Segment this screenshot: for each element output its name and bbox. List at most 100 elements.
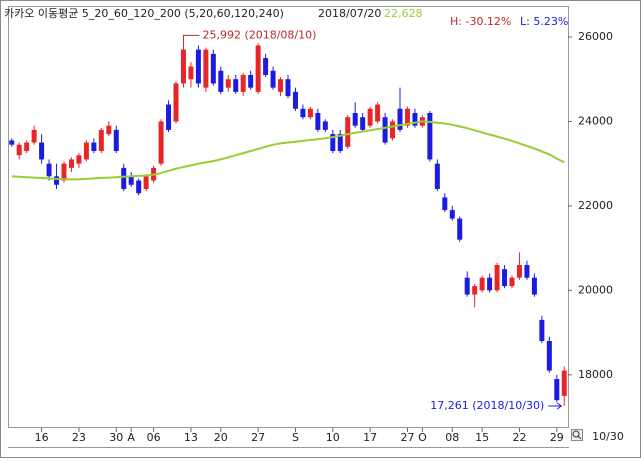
candle-body bbox=[255, 45, 261, 92]
high-change: H: -30.12% bbox=[450, 15, 511, 28]
x-tick-label: 30 bbox=[109, 431, 123, 444]
candle-body bbox=[472, 286, 478, 295]
x-tick-label: 23 bbox=[72, 431, 86, 444]
candle-body bbox=[158, 121, 164, 164]
candle-body bbox=[292, 91, 298, 109]
y-tick-label: 20000 bbox=[578, 283, 613, 296]
candle-body bbox=[278, 79, 284, 92]
candle-body bbox=[166, 104, 172, 130]
moving-average-line bbox=[11, 120, 565, 181]
x-tick-label: 13 bbox=[184, 431, 198, 444]
candle-body bbox=[61, 163, 67, 181]
x-tick-label: 27 bbox=[400, 431, 414, 444]
candle-body bbox=[487, 277, 493, 291]
candle-body bbox=[427, 112, 433, 160]
candle-body bbox=[16, 144, 22, 156]
candle-body bbox=[367, 108, 373, 126]
candle-body bbox=[31, 129, 37, 143]
x-tick-label: S bbox=[292, 431, 299, 444]
candle-body bbox=[360, 117, 366, 130]
candle-body bbox=[263, 58, 269, 75]
candle-body bbox=[375, 104, 381, 122]
candle-body bbox=[322, 121, 328, 130]
candle-body bbox=[300, 108, 306, 118]
candle-body bbox=[479, 277, 485, 291]
candle-body bbox=[136, 180, 142, 194]
y-tick-label: 18000 bbox=[578, 368, 613, 381]
candle-body bbox=[180, 49, 186, 84]
candle-body bbox=[98, 129, 104, 151]
candle-body bbox=[195, 49, 201, 84]
candle-body bbox=[188, 66, 194, 80]
x-tick-label: 16 bbox=[35, 431, 49, 444]
last-date: 10/30 bbox=[592, 430, 624, 443]
x-tick-label: 06 bbox=[147, 431, 161, 444]
candle-body bbox=[225, 79, 231, 88]
candle-body bbox=[382, 117, 388, 143]
candle-body bbox=[203, 49, 209, 88]
candle-body bbox=[68, 159, 74, 168]
candle-body bbox=[457, 218, 463, 240]
x-tick-label: 10 bbox=[326, 431, 340, 444]
candle-body bbox=[46, 163, 52, 177]
candle-body bbox=[397, 108, 403, 130]
candle-body bbox=[531, 277, 537, 295]
zoom-button[interactable] bbox=[571, 429, 583, 441]
candle-body bbox=[91, 142, 97, 151]
candle-body bbox=[76, 155, 82, 164]
candle-body bbox=[218, 70, 224, 92]
x-tick-label: 08 bbox=[445, 431, 459, 444]
candle-body bbox=[106, 125, 112, 135]
candle-body bbox=[449, 210, 455, 219]
y-tick-label: 22000 bbox=[578, 199, 613, 212]
candle-body bbox=[315, 112, 321, 130]
candle-body bbox=[561, 370, 567, 396]
candle-body bbox=[9, 140, 15, 145]
candle-body bbox=[554, 379, 560, 401]
candle-body bbox=[143, 176, 149, 189]
candle-body bbox=[39, 142, 45, 160]
candle-body bbox=[337, 134, 343, 151]
x-tick-label: 22 bbox=[512, 431, 526, 444]
y-tick-label: 24000 bbox=[578, 114, 613, 127]
x-tick-label: A bbox=[127, 431, 135, 444]
candle-body bbox=[285, 79, 291, 97]
x-tick-label: 15 bbox=[475, 431, 489, 444]
candle-body bbox=[345, 117, 351, 147]
annotation-arrow bbox=[182, 34, 200, 42]
annotation-arrowhead bbox=[556, 402, 563, 410]
candle-body bbox=[464, 277, 470, 295]
x-tick-label: 17 bbox=[363, 431, 377, 444]
candle-body bbox=[54, 176, 60, 185]
candle-body bbox=[524, 265, 530, 278]
zoom-icon bbox=[572, 430, 580, 438]
annotation-high: 25,992 (2018/08/10) bbox=[202, 28, 316, 41]
candle-body bbox=[128, 176, 134, 185]
readout-value: 22,628 bbox=[384, 7, 423, 20]
x-tick-label: 20 bbox=[214, 431, 228, 444]
candle-body bbox=[434, 163, 440, 189]
candle-body bbox=[539, 319, 545, 342]
candle-body bbox=[502, 269, 508, 287]
candle-body bbox=[330, 134, 336, 151]
candle-body bbox=[352, 112, 358, 126]
candle-body bbox=[121, 167, 127, 189]
candle-body bbox=[83, 142, 89, 160]
candle-body bbox=[442, 197, 448, 211]
candle-body bbox=[390, 121, 396, 139]
x-tick-label: O bbox=[418, 431, 427, 444]
candle-body bbox=[113, 129, 119, 151]
candle-body bbox=[412, 112, 418, 126]
plot-area bbox=[8, 6, 569, 428]
readout-date: 2018/07/20 bbox=[318, 7, 381, 20]
chart-title: 카카오 이동평균 5_20_60_120_200 (5,20,60,120,24… bbox=[4, 7, 284, 20]
candle-body bbox=[404, 108, 410, 126]
candle-body bbox=[248, 74, 254, 88]
x-tick-label: 29 bbox=[550, 431, 564, 444]
y-tick-label: 26000 bbox=[578, 30, 613, 43]
low-change: L: 5.23% bbox=[520, 15, 568, 28]
candle-body bbox=[240, 74, 246, 92]
candle-body bbox=[270, 70, 276, 88]
annotation-low: 17,261 (2018/10/30) bbox=[430, 399, 544, 412]
